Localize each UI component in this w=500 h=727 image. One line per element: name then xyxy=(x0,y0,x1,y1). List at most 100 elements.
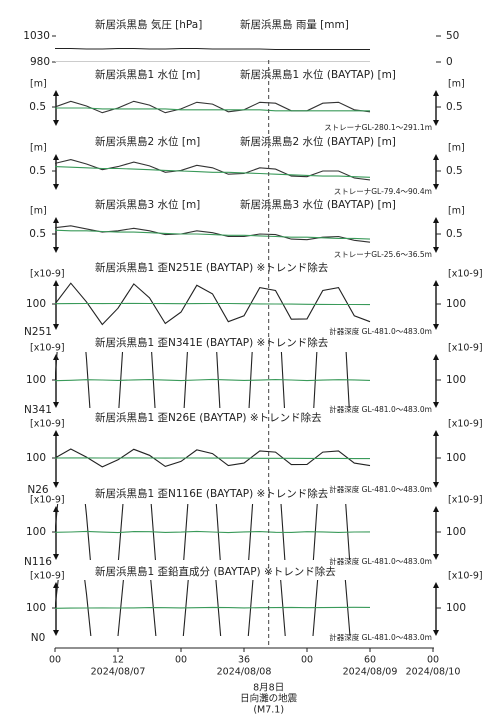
y-tick-label: 100 xyxy=(26,526,46,538)
panel-label: N341 xyxy=(24,404,52,416)
panel-title: 新居浜黒島1 水位 [m] xyxy=(95,68,200,81)
panel-note: ストレーナGL-79.4～90.4m xyxy=(334,187,432,196)
y2-unit: [x10-9] xyxy=(448,343,483,354)
arrow-head xyxy=(433,354,439,360)
panel-title: 新居浜黒島2 水位 [m] xyxy=(95,135,200,148)
y2-unit: [m] xyxy=(448,79,465,90)
panel-note: 計器深度 GL-481.0～483.0m xyxy=(329,632,432,642)
x-tick-label: 00 xyxy=(427,655,439,666)
y2-tick-label: 100 xyxy=(446,452,466,464)
y-tick-label: 100 xyxy=(26,298,46,310)
panel-label: N0 xyxy=(31,632,46,644)
arrow-head xyxy=(433,402,439,408)
series-line xyxy=(55,229,371,240)
date-label: 2024/08/10 xyxy=(406,667,461,678)
date-label: 2024/08/08 xyxy=(217,667,272,678)
date-label: 2024/08/09 xyxy=(343,667,398,678)
y-unit: [x10-9] xyxy=(30,343,65,354)
series-line xyxy=(55,448,371,468)
x-tick-label: 00 xyxy=(301,655,313,666)
panel-title: 新居浜黒島1 水位 (BAYTAP) [m] xyxy=(240,68,396,81)
arrow-head xyxy=(433,630,439,636)
arrow-head xyxy=(53,154,59,160)
arrow-head xyxy=(433,482,439,488)
panel-note: 計器深度 GL-481.0～483.0m xyxy=(329,326,432,336)
series-line xyxy=(55,530,371,534)
panel-title: 新居浜黒島3 水位 (BAYTAP) [m] xyxy=(240,198,396,211)
y-tick-label: 0.5 xyxy=(29,101,46,113)
arrow-head xyxy=(53,506,59,512)
x-tick-label: 36 xyxy=(238,655,250,666)
x-tick-label: 00 xyxy=(49,655,61,666)
panel-label: N26 xyxy=(27,484,49,496)
series-line xyxy=(55,166,371,178)
series-line xyxy=(55,302,371,306)
y2-tick-label: 0 xyxy=(446,56,453,68)
y-unit: [m] xyxy=(30,79,47,90)
y2-unit: [m] xyxy=(448,143,465,154)
y2-tick-label: 0.5 xyxy=(446,228,463,240)
series-line xyxy=(55,580,351,636)
event-label: (M7.1) xyxy=(253,705,284,716)
y2-unit: [x10-9] xyxy=(448,269,483,280)
y2-tick-label: 100 xyxy=(446,374,466,386)
arrow-head xyxy=(433,554,439,560)
arrow-head xyxy=(433,217,439,223)
panel-title: 新居浜黒島1 歪N341E (BAYTAP) ※トレンド除去 xyxy=(95,336,328,349)
arrow-head xyxy=(53,184,59,190)
y2-tick-label: 100 xyxy=(446,602,466,614)
arrow-head xyxy=(433,582,439,588)
x-tick-label: 60 xyxy=(364,655,376,666)
arrow-head xyxy=(433,280,439,286)
panel-title: 新居浜黒島1 歪N26E (BAYTAP) ※トレンド除去 xyxy=(95,411,322,424)
y-tick-label: 100 xyxy=(26,452,46,464)
arrow-head xyxy=(53,120,59,126)
y-unit: [x10-9] xyxy=(30,495,65,506)
series-line xyxy=(55,107,370,112)
arrow-head xyxy=(433,247,439,253)
y2-unit: [x10-9] xyxy=(448,495,483,506)
series-line xyxy=(55,457,370,460)
y-unit: [x10-9] xyxy=(30,419,65,430)
arrow-head xyxy=(53,402,59,408)
arrow-head xyxy=(53,217,59,223)
arrow-head xyxy=(53,430,59,436)
arrow-head xyxy=(53,90,59,96)
series-line xyxy=(55,47,370,51)
y2-unit: [m] xyxy=(448,206,465,217)
arrow-head xyxy=(53,630,59,636)
x-tick-label: 12 xyxy=(112,655,124,666)
arrow-head xyxy=(53,247,59,253)
arrow-head xyxy=(433,184,439,190)
panel-title: 新居浜黒島 気圧 [hPa] xyxy=(95,18,202,31)
panel-note: 計器深度 GL-481.0～483.0m xyxy=(329,484,432,494)
panel-note: 計器深度 GL-481.0～483.0m xyxy=(329,556,432,566)
arrow-head xyxy=(433,430,439,436)
event-label: 日向灘の地震 xyxy=(240,693,298,705)
y2-tick-label: 100 xyxy=(446,298,466,310)
y2-tick-label: 50 xyxy=(446,30,459,42)
panel-label: N251 xyxy=(24,326,52,338)
panel-title: 新居浜黒島1 歪N251E (BAYTAP) ※トレンド除去 xyxy=(95,261,328,274)
y2-tick-label: 0.5 xyxy=(446,165,463,177)
y-tick-label: 1030 xyxy=(23,30,50,42)
panel-title: 新居浜黒島1 歪鉛直成分 (BAYTAP) ※トレンド除去 xyxy=(95,565,336,578)
y-unit: [m] xyxy=(30,206,47,217)
series-line xyxy=(55,225,371,243)
series-line xyxy=(55,282,371,326)
y-unit: [m] xyxy=(30,143,47,154)
arrow-head xyxy=(53,482,59,488)
arrow-head xyxy=(53,324,59,330)
arrow-head xyxy=(53,554,59,560)
arrow-head xyxy=(433,120,439,126)
y-tick-label: 980 xyxy=(30,56,50,68)
panel-title: 新居浜黒島 雨量 [mm] xyxy=(240,18,349,31)
y-tick-label: 0.5 xyxy=(29,165,46,177)
arrow-head xyxy=(433,506,439,512)
arrow-head xyxy=(433,324,439,330)
x-tick-label: 00 xyxy=(175,655,187,666)
y2-tick-label: 0.5 xyxy=(446,101,463,113)
y-unit: [x10-9] xyxy=(30,269,65,280)
